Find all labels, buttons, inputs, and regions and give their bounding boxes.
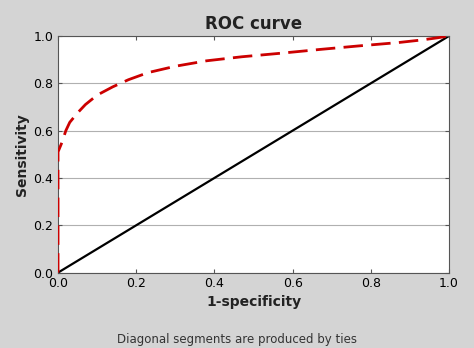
Text: Diagonal segments are produced by ties: Diagonal segments are produced by ties xyxy=(117,333,357,346)
Title: ROC curve: ROC curve xyxy=(205,15,302,33)
Y-axis label: Sensitivity: Sensitivity xyxy=(15,113,29,196)
X-axis label: 1-specificity: 1-specificity xyxy=(206,295,301,309)
